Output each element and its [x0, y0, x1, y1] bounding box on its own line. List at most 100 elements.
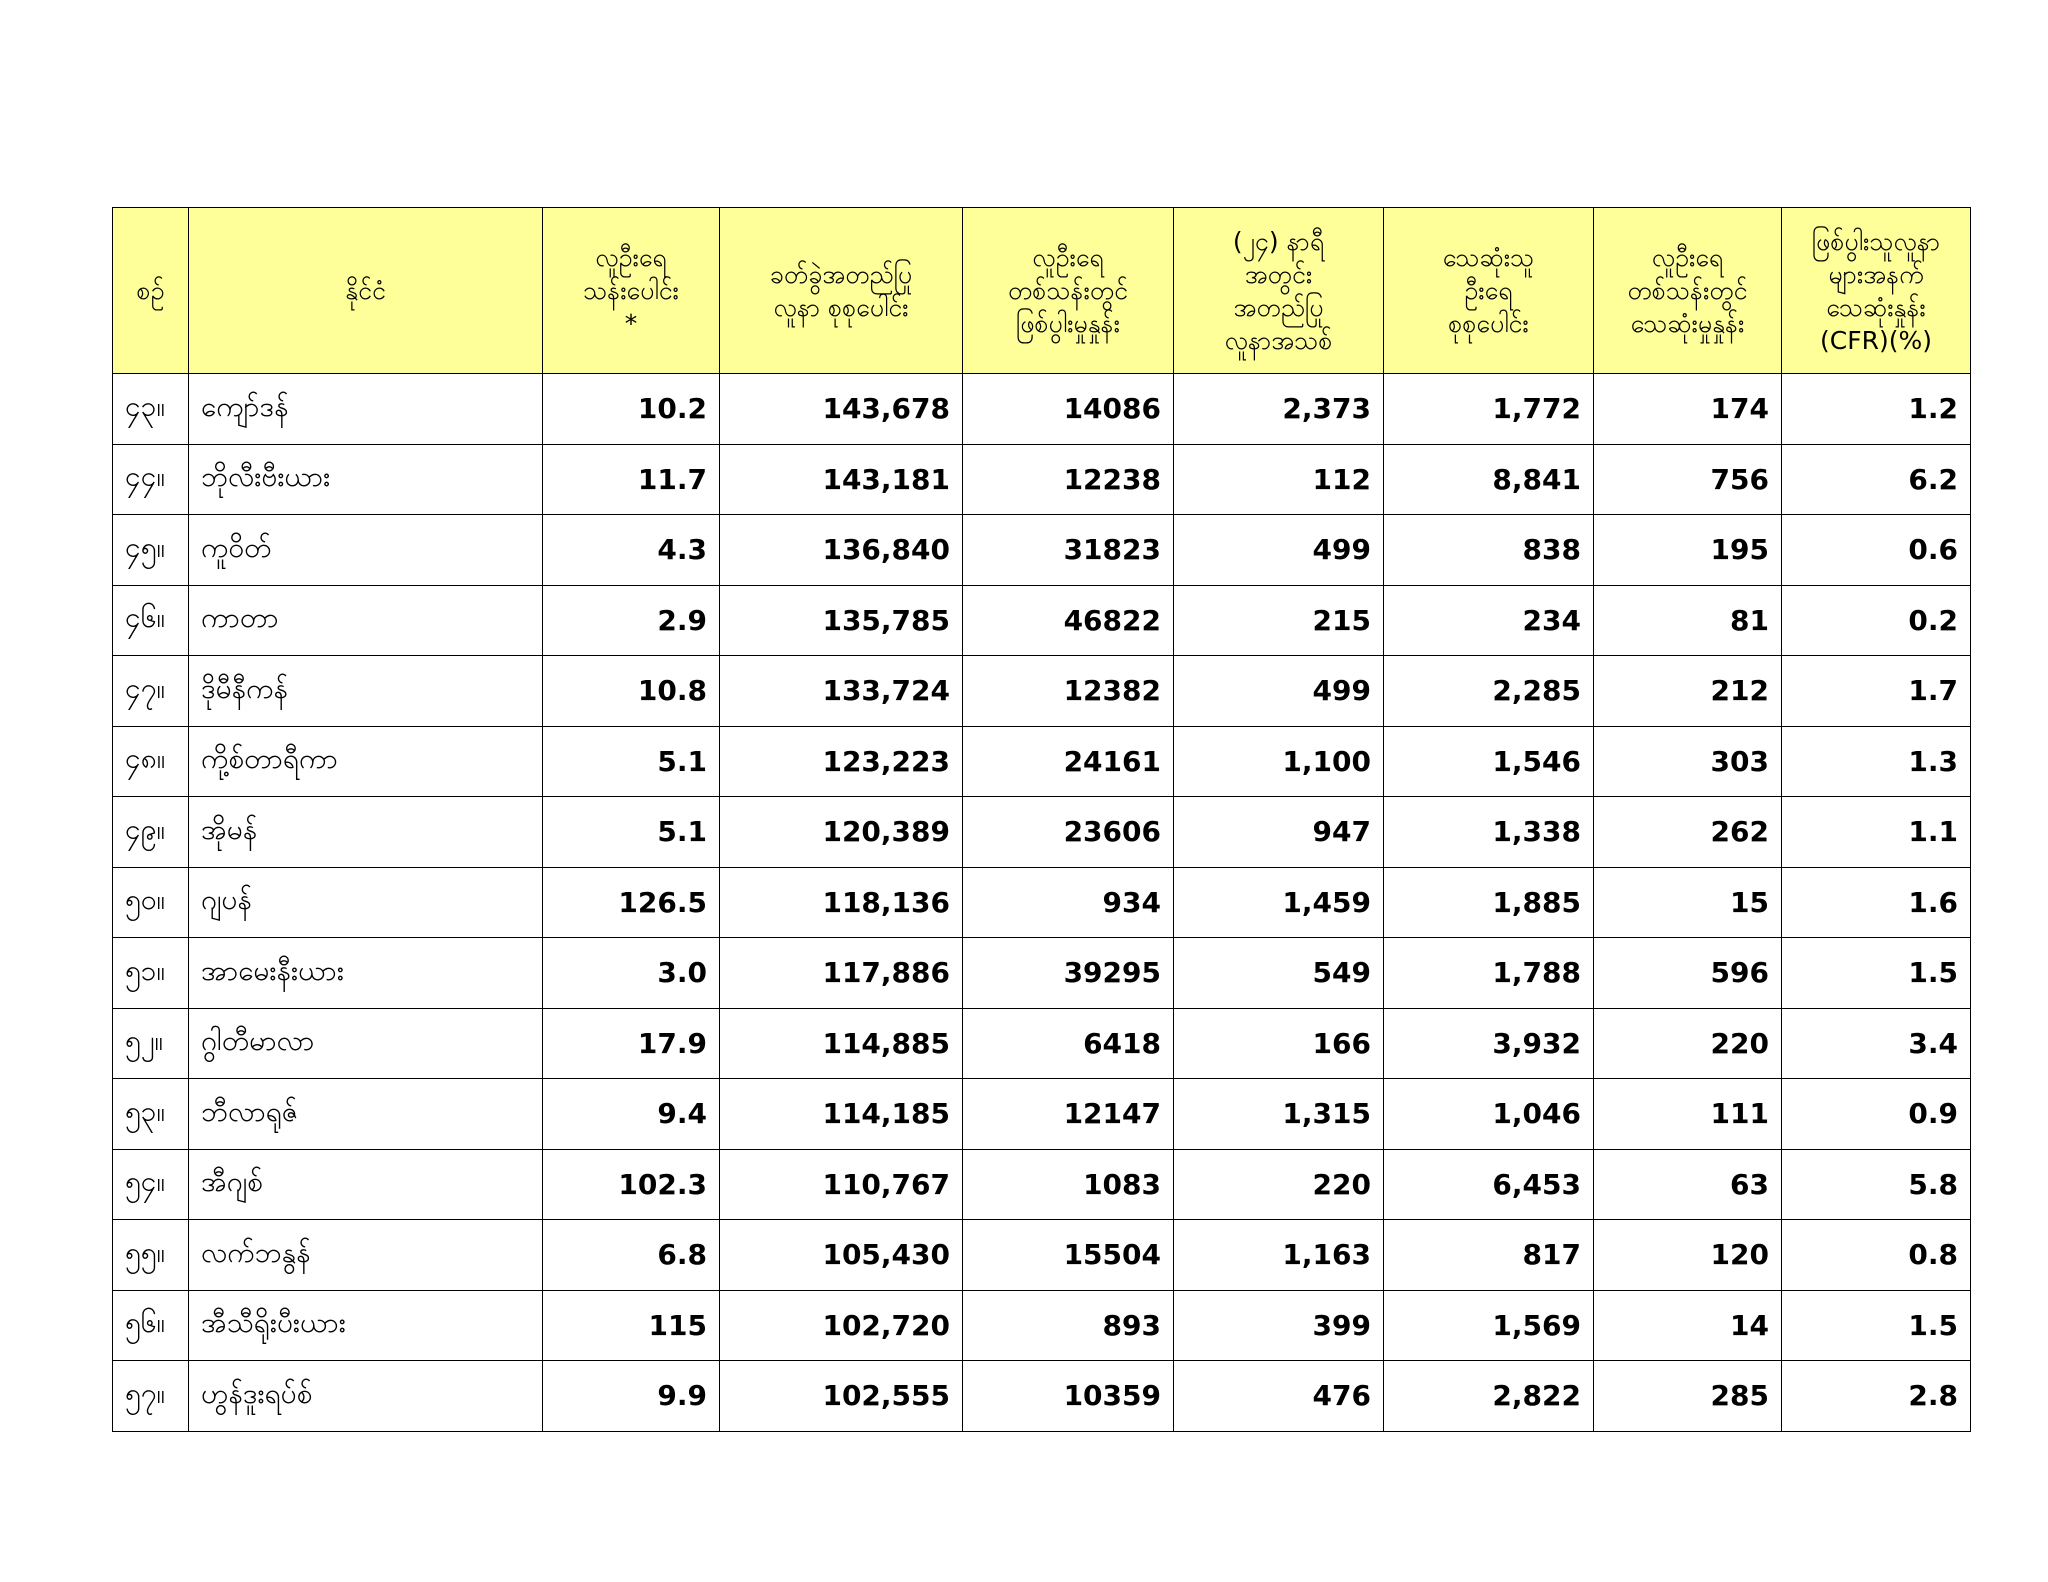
cell-total-deaths: 1,772: [1383, 373, 1594, 445]
statistics-table: စဉ် နိုင်ငံ လူဦးရေ သန်းပေါင်း * ခတ်ခွဲအတည်ပ…: [112, 207, 1971, 1432]
cell-country: ဘီလာရုဇ်: [188, 1078, 543, 1150]
cell-total-confirmed-cases: 123,223: [719, 725, 963, 797]
cell-total-deaths: 1,788: [1383, 937, 1594, 1009]
cell-serial-number: ၅၄။: [112, 1148, 189, 1220]
table-header: စဉ် နိုင်ငံ လူဦးရေ သန်းပေါင်း * ခတ်ခွဲအတည်ပ…: [112, 207, 1971, 374]
cell-new-cases-24h: 947: [1173, 796, 1384, 868]
cell-country: ဂွါတီမာလာ: [188, 1007, 543, 1079]
cell-total-confirmed-cases: 110,767: [719, 1148, 963, 1220]
cell-new-cases-24h: 112: [1173, 443, 1384, 515]
cell-population-millions: 5.1: [542, 725, 720, 797]
cell-cases-per-million: 893: [962, 1289, 1174, 1361]
cell-new-cases-24h: 399: [1173, 1289, 1384, 1361]
cell-serial-number: ၄၆။: [112, 584, 189, 656]
cell-total-deaths: 1,885: [1383, 866, 1594, 938]
header-total-deaths: သေဆုံးသူ ဦးရေ စုစုပေါင်း: [1383, 207, 1594, 374]
cell-cases-per-million: 6418: [962, 1007, 1174, 1079]
table-row: ၄၇။ ဒိုမီနီကန် 10.8 133,724 12382 499 2,285 212…: [112, 655, 1971, 727]
cell-total-confirmed-cases: 135,785: [719, 584, 963, 656]
cell-total-confirmed-cases: 143,181: [719, 443, 963, 515]
cell-new-cases-24h: 1,163: [1173, 1219, 1384, 1291]
cell-cases-per-million: 46822: [962, 584, 1174, 656]
cell-cases-per-million: 39295: [962, 937, 1174, 1009]
cell-total-confirmed-cases: 114,885: [719, 1007, 963, 1079]
cell-cases-per-million: 14086: [962, 373, 1174, 445]
cell-serial-number: ၅၃။: [112, 1078, 189, 1150]
cell-country: အီသီရိုးပီးယား: [188, 1289, 543, 1361]
cell-new-cases-24h: 2,373: [1173, 373, 1384, 445]
cell-country: အီဂျစ်: [188, 1148, 543, 1220]
cell-serial-number: ၅၇။: [112, 1360, 189, 1432]
cell-new-cases-24h: 1,315: [1173, 1078, 1384, 1150]
table-row: ၅၂။ ဂွါတီမာလာ 17.9 114,885 6418 166 3,932 220 3.…: [112, 1007, 1971, 1079]
cell-case-fatality-rate: 1.5: [1781, 937, 1971, 1009]
header-population-millions: လူဦးရေ သန်းပေါင်း *: [542, 207, 720, 374]
cell-total-confirmed-cases: 102,555: [719, 1360, 963, 1432]
cell-total-confirmed-cases: 105,430: [719, 1219, 963, 1291]
cell-total-deaths: 234: [1383, 584, 1594, 656]
cell-total-deaths: 3,932: [1383, 1007, 1594, 1079]
cell-population-millions: 102.3: [542, 1148, 720, 1220]
cell-new-cases-24h: 215: [1173, 584, 1384, 656]
header-row: စဉ် နိုင်ငံ လူဦးရေ သန်းပေါင်း * ခတ်ခွဲအတည်ပ…: [112, 207, 1971, 374]
cell-total-deaths: 1,546: [1383, 725, 1594, 797]
cell-serial-number: ၄၅။: [112, 514, 189, 586]
cell-cases-per-million: 23606: [962, 796, 1174, 868]
cell-serial-number: ၅၂။: [112, 1007, 189, 1079]
cell-total-deaths: 6,453: [1383, 1148, 1594, 1220]
cell-deaths-per-million: 111: [1593, 1078, 1782, 1150]
table-row: ၅၁။ အာမေးနီးယား 3.0 117,886 39295 549 1,788 596…: [112, 937, 1971, 1009]
cell-case-fatality-rate: 0.6: [1781, 514, 1971, 586]
cell-serial-number: ၄၃။: [112, 373, 189, 445]
cell-population-millions: 9.9: [542, 1360, 720, 1432]
table-row: ၅၀။ ဂျပန် 126.5 118,136 934 1,459 1,885 15 1.6: [112, 866, 1971, 938]
cell-cases-per-million: 12382: [962, 655, 1174, 727]
cell-new-cases-24h: 499: [1173, 514, 1384, 586]
cell-country: အာမေးနီးယား: [188, 937, 543, 1009]
cell-case-fatality-rate: 3.4: [1781, 1007, 1971, 1079]
table-row: ၄၆။ ကာတာ 2.9 135,785 46822 215 234 81 0.2: [112, 584, 1971, 656]
cell-deaths-per-million: 120: [1593, 1219, 1782, 1291]
cell-population-millions: 2.9: [542, 584, 720, 656]
table-row: ၄၈။ ကို့စ်တာရီကာ 5.1 123,223 24161 1,100 1,546…: [112, 725, 1971, 797]
cell-case-fatality-rate: 1.5: [1781, 1289, 1971, 1361]
cell-case-fatality-rate: 1.6: [1781, 866, 1971, 938]
cell-total-confirmed-cases: 120,389: [719, 796, 963, 868]
cell-total-confirmed-cases: 133,724: [719, 655, 963, 727]
table-row: ၄၅။ ကူဝိတ် 4.3 136,840 31823 499 838 195 0.6: [112, 514, 1971, 586]
header-cases-per-million: လူဦးရေ တစ်သန်းတွင် ဖြစ်ပွါးမှုနှုန်း: [962, 207, 1174, 374]
table-body: ၄၃။ ကျော်ဒန် 10.2 143,678 14086 2,373 1,772 174…: [112, 373, 1971, 1432]
cell-serial-number: ၅၆။: [112, 1289, 189, 1361]
cell-cases-per-million: 10359: [962, 1360, 1174, 1432]
cell-deaths-per-million: 63: [1593, 1148, 1782, 1220]
cell-deaths-per-million: 262: [1593, 796, 1782, 868]
cell-new-cases-24h: 1,459: [1173, 866, 1384, 938]
table-row: ၅၃။ ဘီလာရုဇ် 9.4 114,185 12147 1,315 1,046 111 0…: [112, 1078, 1971, 1150]
cell-population-millions: 5.1: [542, 796, 720, 868]
cell-deaths-per-million: 81: [1593, 584, 1782, 656]
cell-total-deaths: 2,822: [1383, 1360, 1594, 1432]
cell-case-fatality-rate: 1.3: [1781, 725, 1971, 797]
table-row: ၅၇။ ဟွန်ဒူးရပ်စ် 9.9 102,555 10359 476 2,822 28…: [112, 1360, 1971, 1432]
cell-country: ဟွန်ဒူးရပ်စ်: [188, 1360, 543, 1432]
cell-cases-per-million: 934: [962, 866, 1174, 938]
cell-case-fatality-rate: 6.2: [1781, 443, 1971, 515]
cell-deaths-per-million: 195: [1593, 514, 1782, 586]
cell-case-fatality-rate: 2.8: [1781, 1360, 1971, 1432]
cell-total-deaths: 1,338: [1383, 796, 1594, 868]
cell-population-millions: 10.2: [542, 373, 720, 445]
table-row: ၅၄။ အီဂျစ် 102.3 110,767 1083 220 6,453 63 5.8: [112, 1148, 1971, 1220]
cell-serial-number: ၅၁။: [112, 937, 189, 1009]
cell-population-millions: 9.4: [542, 1078, 720, 1150]
cell-total-deaths: 8,841: [1383, 443, 1594, 515]
header-deaths-per-million: လူဦးရေ တစ်သန်းတွင် သေဆုံးမှုနှုန်း: [1593, 207, 1782, 374]
cell-case-fatality-rate: 0.9: [1781, 1078, 1971, 1150]
cell-cases-per-million: 15504: [962, 1219, 1174, 1291]
cell-population-millions: 4.3: [542, 514, 720, 586]
cell-cases-per-million: 12147: [962, 1078, 1174, 1150]
cell-population-millions: 3.0: [542, 937, 720, 1009]
table-row: ၄၃။ ကျော်ဒန် 10.2 143,678 14086 2,373 1,772 174…: [112, 373, 1971, 445]
cell-serial-number: ၄၄။: [112, 443, 189, 515]
header-case-fatality-rate: ဖြစ်ပွါးသူလူနာ များအနက် သေဆုံးနှုန်း (CF…: [1781, 207, 1971, 374]
cell-total-deaths: 1,569: [1383, 1289, 1594, 1361]
